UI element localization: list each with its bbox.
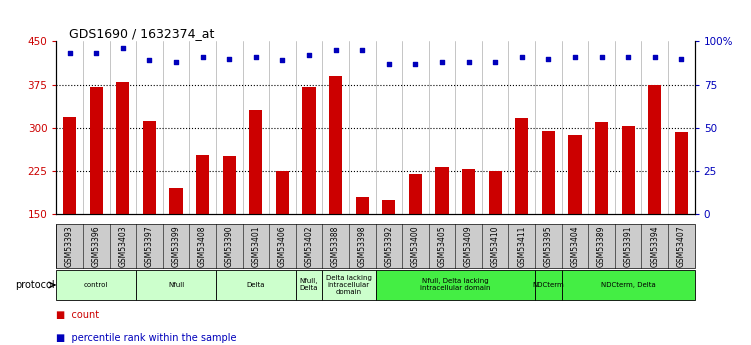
Text: Delta: Delta	[246, 282, 265, 288]
Point	[223, 56, 235, 61]
Text: GSM53388: GSM53388	[331, 226, 340, 267]
Text: GSM53405: GSM53405	[438, 225, 447, 267]
Text: NDCterm, Delta: NDCterm, Delta	[601, 282, 656, 288]
FancyBboxPatch shape	[322, 270, 376, 300]
Bar	[89, 87, 103, 214]
Text: ■  percentile rank within the sample: ■ percentile rank within the sample	[56, 333, 237, 343]
FancyBboxPatch shape	[562, 270, 695, 300]
Text: Delta lacking
intracellular
domain: Delta lacking intracellular domain	[326, 275, 372, 295]
Bar	[409, 174, 422, 214]
Point	[649, 54, 661, 60]
Bar	[622, 127, 635, 214]
FancyBboxPatch shape	[56, 224, 695, 268]
Text: GSM53411: GSM53411	[517, 226, 526, 267]
Point	[542, 56, 554, 61]
Text: protocol: protocol	[15, 280, 55, 290]
FancyBboxPatch shape	[216, 270, 296, 300]
Text: GSM53393: GSM53393	[65, 225, 74, 267]
Bar	[116, 82, 129, 214]
Text: GSM53396: GSM53396	[92, 225, 101, 267]
Bar	[674, 132, 688, 214]
Text: GSM53389: GSM53389	[597, 226, 606, 267]
Text: GSM53407: GSM53407	[677, 225, 686, 267]
Text: GSM53410: GSM53410	[490, 226, 499, 267]
Text: GSM53401: GSM53401	[252, 226, 261, 267]
Text: GSM53404: GSM53404	[571, 225, 580, 267]
Bar	[276, 171, 289, 214]
FancyBboxPatch shape	[296, 270, 322, 300]
Bar	[143, 121, 156, 214]
Text: GSM53409: GSM53409	[464, 225, 473, 267]
Point	[90, 51, 102, 56]
Point	[489, 59, 501, 65]
Point	[330, 47, 342, 53]
Point	[64, 51, 76, 56]
Point	[250, 54, 262, 60]
Text: Nfull: Nfull	[168, 282, 184, 288]
Bar	[222, 156, 236, 214]
Text: GSM53406: GSM53406	[278, 225, 287, 267]
Text: GDS1690 / 1632374_at: GDS1690 / 1632374_at	[69, 27, 215, 40]
Text: GSM53402: GSM53402	[304, 226, 313, 267]
Text: ■  count: ■ count	[56, 310, 99, 320]
Bar	[595, 122, 608, 214]
FancyBboxPatch shape	[56, 270, 136, 300]
FancyBboxPatch shape	[376, 270, 535, 300]
Text: GSM53395: GSM53395	[544, 225, 553, 267]
Text: GSM53408: GSM53408	[198, 226, 207, 267]
Text: Nfull,
Delta: Nfull, Delta	[300, 278, 318, 292]
Point	[197, 54, 209, 60]
Text: GSM53392: GSM53392	[385, 226, 394, 267]
Point	[143, 58, 155, 63]
Point	[569, 54, 581, 60]
Text: NDCterm: NDCterm	[532, 282, 564, 288]
Bar	[196, 155, 210, 214]
Bar	[541, 130, 555, 214]
FancyBboxPatch shape	[535, 270, 562, 300]
Bar	[569, 135, 581, 214]
Point	[463, 59, 475, 65]
Text: GSM53399: GSM53399	[171, 225, 180, 267]
Bar	[489, 171, 502, 214]
Bar	[303, 87, 315, 214]
Text: GSM53394: GSM53394	[650, 225, 659, 267]
Text: control: control	[84, 282, 108, 288]
Bar	[436, 167, 448, 214]
Point	[622, 54, 634, 60]
Bar	[355, 197, 369, 214]
Text: Nfull, Delta lacking
intracellular domain: Nfull, Delta lacking intracellular domai…	[420, 278, 490, 292]
Bar	[515, 118, 529, 214]
Bar	[329, 76, 342, 214]
Text: GSM53398: GSM53398	[357, 226, 366, 267]
Point	[117, 46, 129, 51]
Text: GSM53391: GSM53391	[623, 226, 632, 267]
Point	[596, 54, 608, 60]
Text: GSM53400: GSM53400	[411, 225, 420, 267]
Point	[383, 61, 395, 67]
Bar	[170, 188, 182, 214]
Point	[276, 58, 288, 63]
Point	[436, 59, 448, 65]
Point	[170, 59, 182, 65]
Bar	[63, 117, 77, 214]
Point	[303, 52, 315, 58]
Text: GSM53397: GSM53397	[145, 225, 154, 267]
Point	[356, 47, 368, 53]
FancyBboxPatch shape	[136, 270, 216, 300]
Bar	[648, 85, 662, 214]
Text: GSM53390: GSM53390	[225, 225, 234, 267]
Bar	[249, 110, 262, 214]
Point	[409, 61, 421, 67]
Point	[675, 56, 687, 61]
Bar	[462, 169, 475, 214]
Text: GSM53403: GSM53403	[119, 225, 128, 267]
Bar	[382, 199, 396, 214]
Point	[516, 54, 528, 60]
